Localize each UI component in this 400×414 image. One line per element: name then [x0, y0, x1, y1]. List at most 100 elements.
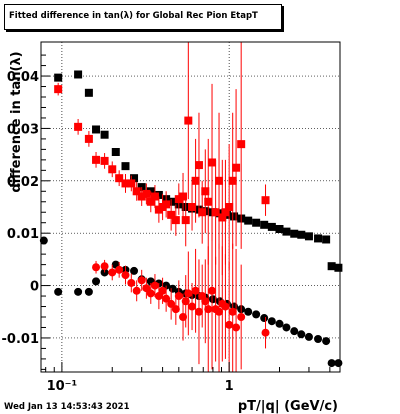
axis-ticks [41, 54, 331, 372]
data-point-circle [304, 332, 313, 341]
data-point-circle [334, 359, 343, 368]
data-point-square [230, 212, 239, 221]
data-point-square [267, 222, 276, 231]
plot-frame [40, 41, 341, 373]
data-point-circle [54, 287, 63, 296]
data-point-square [127, 179, 136, 188]
data-point-square [215, 176, 224, 185]
data-point-circle [39, 236, 48, 245]
data-point-circle [108, 268, 117, 277]
data-point-square [108, 165, 117, 174]
data-point-circle [171, 305, 180, 314]
data-point-square [225, 203, 234, 211]
data-point-square [174, 195, 183, 204]
data-point-circle [194, 307, 203, 316]
data-point-circle [146, 289, 155, 298]
data-point-square [191, 176, 200, 185]
data-point-circle [267, 317, 276, 326]
data-point-circle [201, 297, 210, 306]
data-point-square [171, 216, 180, 225]
data-point-circle [208, 286, 217, 295]
data-point-circle [261, 328, 270, 337]
tick-labels: -0.01 0 0.01 0.02 0.03 0.04 10⁻¹ 1 [2, 70, 234, 394]
data-point-square [261, 196, 270, 205]
data-point-square [162, 200, 171, 209]
data-point-square [54, 73, 63, 82]
data-point-square [167, 210, 176, 219]
data-point-circle [232, 323, 241, 332]
data-point-circle [142, 284, 151, 293]
data-point-square [188, 203, 197, 211]
data-point-circle [179, 313, 188, 321]
data-point-square [130, 174, 139, 183]
data-point-circle [237, 313, 246, 321]
data-point-square [237, 140, 246, 149]
data-point-circle [130, 266, 139, 275]
data-point-square [179, 192, 188, 201]
data-point-circle [174, 292, 183, 301]
data-point-square [184, 116, 193, 125]
data-point-square [121, 179, 130, 188]
data-point-square [334, 263, 343, 272]
data-point-square [204, 197, 213, 206]
data-point-square [92, 155, 101, 164]
data-point-circle [188, 302, 197, 311]
data-point-square [92, 125, 101, 134]
chart-title: Fitted difference in tan(λ) for Global R… [9, 11, 258, 21]
data-point-circle [290, 327, 299, 336]
data-point-circle [137, 276, 146, 285]
data-point-circle [158, 286, 167, 295]
y-axis-label: difference in tan(λ) [9, 51, 24, 192]
data-point-square [198, 208, 207, 217]
data-point-circle [132, 286, 141, 295]
data-point-square [150, 192, 159, 201]
data-point-square [218, 213, 227, 222]
data-point-square [228, 176, 237, 185]
y-tick-label: -0.01 [2, 332, 39, 347]
data-point-circle [184, 289, 193, 298]
data-point-square [74, 70, 83, 79]
date-stamp: Wed Jan 13 14:53:43 2021 [4, 402, 130, 412]
y-tick-label: 0 [30, 280, 39, 295]
data-point-circle [162, 294, 171, 303]
y-tick-label: 0.01 [7, 227, 39, 242]
data-point-square [208, 158, 217, 167]
data-point-square [54, 85, 63, 94]
y-tick-label: 0.03 [7, 122, 39, 137]
data-point-square [168, 197, 177, 206]
data-point-circle [127, 278, 136, 287]
series-group [92, 212, 270, 372]
data-point-circle [225, 320, 234, 329]
data-point-circle [84, 287, 93, 296]
x-axis-label: pT/|q| (GeV/c) [238, 399, 338, 414]
data-point-square [132, 187, 141, 196]
data-point-square [181, 216, 190, 225]
data-point-square [194, 161, 203, 170]
data-point-circle [322, 337, 331, 346]
data-point-circle [282, 323, 291, 332]
data-point-circle [191, 286, 200, 295]
data-point-square [84, 134, 93, 143]
data-point-square [211, 208, 220, 217]
data-point-circle [215, 307, 224, 316]
data-point-square [142, 189, 151, 198]
data-point-circle [221, 302, 230, 311]
data-point-circle [244, 307, 253, 316]
data-series [39, 42, 343, 372]
data-point-square [297, 230, 306, 239]
x-tick-label: 10⁻¹ [47, 379, 78, 394]
data-point-circle [92, 277, 101, 286]
data-point-square [275, 225, 284, 233]
data-point-square [221, 208, 230, 217]
data-point-square [137, 192, 146, 201]
data-point-square [74, 122, 83, 131]
data-point-circle [252, 310, 261, 319]
data-point-square [252, 218, 261, 227]
data-point-circle [208, 295, 217, 304]
data-point-square [100, 156, 109, 165]
data-point-circle [167, 299, 176, 308]
data-point-circle [314, 335, 323, 343]
data-point-circle [204, 305, 213, 314]
data-point-circle [92, 263, 101, 272]
